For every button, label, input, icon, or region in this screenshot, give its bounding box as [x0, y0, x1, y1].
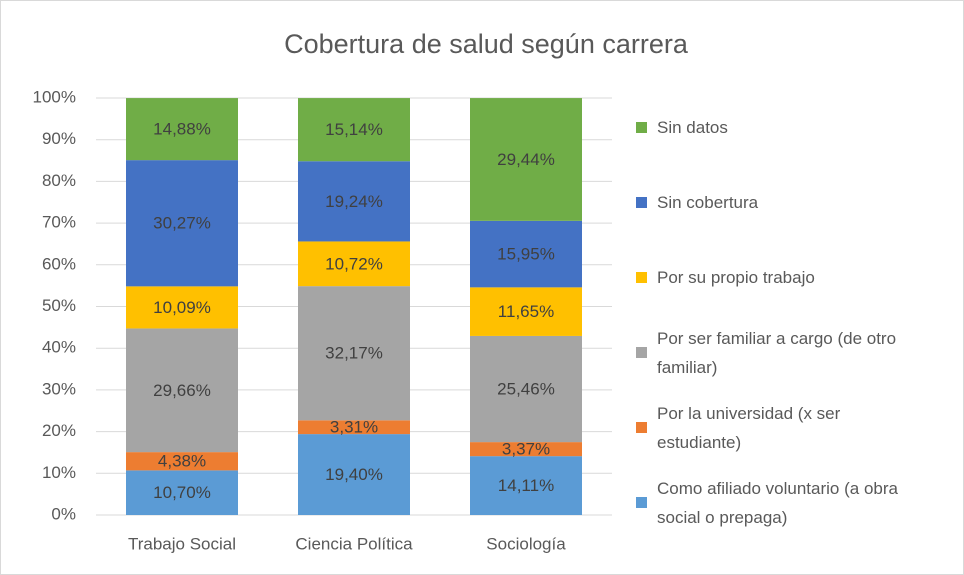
- data-label: 32,17%: [325, 344, 383, 363]
- bar-segment: [298, 161, 410, 242]
- data-label: 25,46%: [497, 380, 555, 399]
- bar-segment: [298, 98, 410, 162]
- chart-title: Cobertura de salud según carrera: [284, 29, 689, 59]
- legend-label: Por la universidad (x ser estudiante): [657, 403, 841, 452]
- legend-swatch: [636, 422, 647, 433]
- legend-swatch: [636, 272, 647, 283]
- y-tick-label: 50%: [42, 296, 76, 315]
- legend-item: Sin cobertura: [636, 165, 936, 240]
- y-tick-label: 100%: [33, 87, 76, 106]
- y-tick-label: 20%: [42, 421, 76, 440]
- legend-label: Como afiliado voluntario (a obra social …: [657, 478, 898, 527]
- bar-segment: [298, 286, 410, 421]
- bar-segment: [470, 335, 582, 443]
- y-tick-label: 0%: [51, 504, 76, 523]
- bar-segment: [126, 452, 238, 471]
- data-label: 19,40%: [325, 465, 383, 484]
- data-label: 10,70%: [153, 483, 211, 502]
- legend-item: Por su propio trabajo: [636, 240, 936, 315]
- bar-segment: [470, 442, 582, 457]
- data-label: 15,95%: [497, 245, 555, 264]
- legend-label: Sin datos: [657, 118, 728, 137]
- legend-label: Por su propio trabajo: [657, 268, 815, 287]
- y-tick-label: 70%: [42, 213, 76, 232]
- legend-item: Como afiliado voluntario (a obra social …: [636, 465, 936, 540]
- bar-segment: [126, 286, 238, 329]
- legend-item: Por ser familiar a cargo (de otro famili…: [636, 315, 936, 390]
- data-label: 10,72%: [325, 254, 383, 273]
- legend-item: Por la universidad (x ser estudiante): [636, 390, 936, 465]
- x-tick-label: Ciencia Política: [295, 534, 413, 553]
- y-tick-label: 30%: [42, 379, 76, 398]
- bar-segment: [470, 220, 582, 288]
- bar-segment: [126, 160, 238, 287]
- data-label: 10,09%: [153, 298, 211, 317]
- bar-segment: [470, 287, 582, 336]
- data-label: 3,37%: [502, 440, 550, 459]
- data-label: 19,24%: [325, 192, 383, 211]
- y-tick-label: 90%: [42, 129, 76, 148]
- bar-segment: [126, 470, 238, 515]
- legend-swatch: [636, 347, 647, 358]
- legend-label: Por ser familiar a cargo (de otro famili…: [657, 328, 897, 377]
- bar-segment: [298, 420, 410, 435]
- bar-segment: [298, 434, 410, 515]
- data-label: 30,27%: [153, 214, 211, 233]
- data-label: 29,66%: [153, 381, 211, 400]
- data-label: 3,31%: [330, 418, 378, 437]
- bar-segment: [470, 98, 582, 221]
- y-tick-label: 40%: [42, 338, 76, 357]
- legend: Sin datos Sin cobertura Por su propio trab…: [636, 90, 936, 540]
- bar-segment: [126, 328, 238, 453]
- data-label: 4,38%: [158, 452, 206, 471]
- x-tick-label: Sociología: [486, 534, 566, 553]
- bar-segment: [470, 456, 582, 515]
- legend-swatch: [636, 497, 647, 508]
- legend-swatch: [636, 197, 647, 208]
- legend-item: Sin datos: [636, 90, 936, 165]
- data-label: 11,65%: [498, 302, 554, 321]
- bar-segment: [298, 241, 410, 287]
- legend-label: Sin cobertura: [657, 193, 759, 212]
- data-label: 14,88%: [153, 120, 211, 139]
- data-label: 29,44%: [497, 150, 555, 169]
- legend-swatch: [636, 122, 647, 133]
- data-label: 15,14%: [325, 120, 383, 139]
- data-label: 14,11%: [498, 476, 554, 495]
- y-tick-label: 60%: [42, 254, 76, 273]
- x-tick-label: Trabajo Social: [128, 534, 236, 553]
- y-tick-label: 10%: [42, 463, 76, 482]
- y-tick-label: 80%: [42, 171, 76, 190]
- bar-segment: [126, 98, 238, 161]
